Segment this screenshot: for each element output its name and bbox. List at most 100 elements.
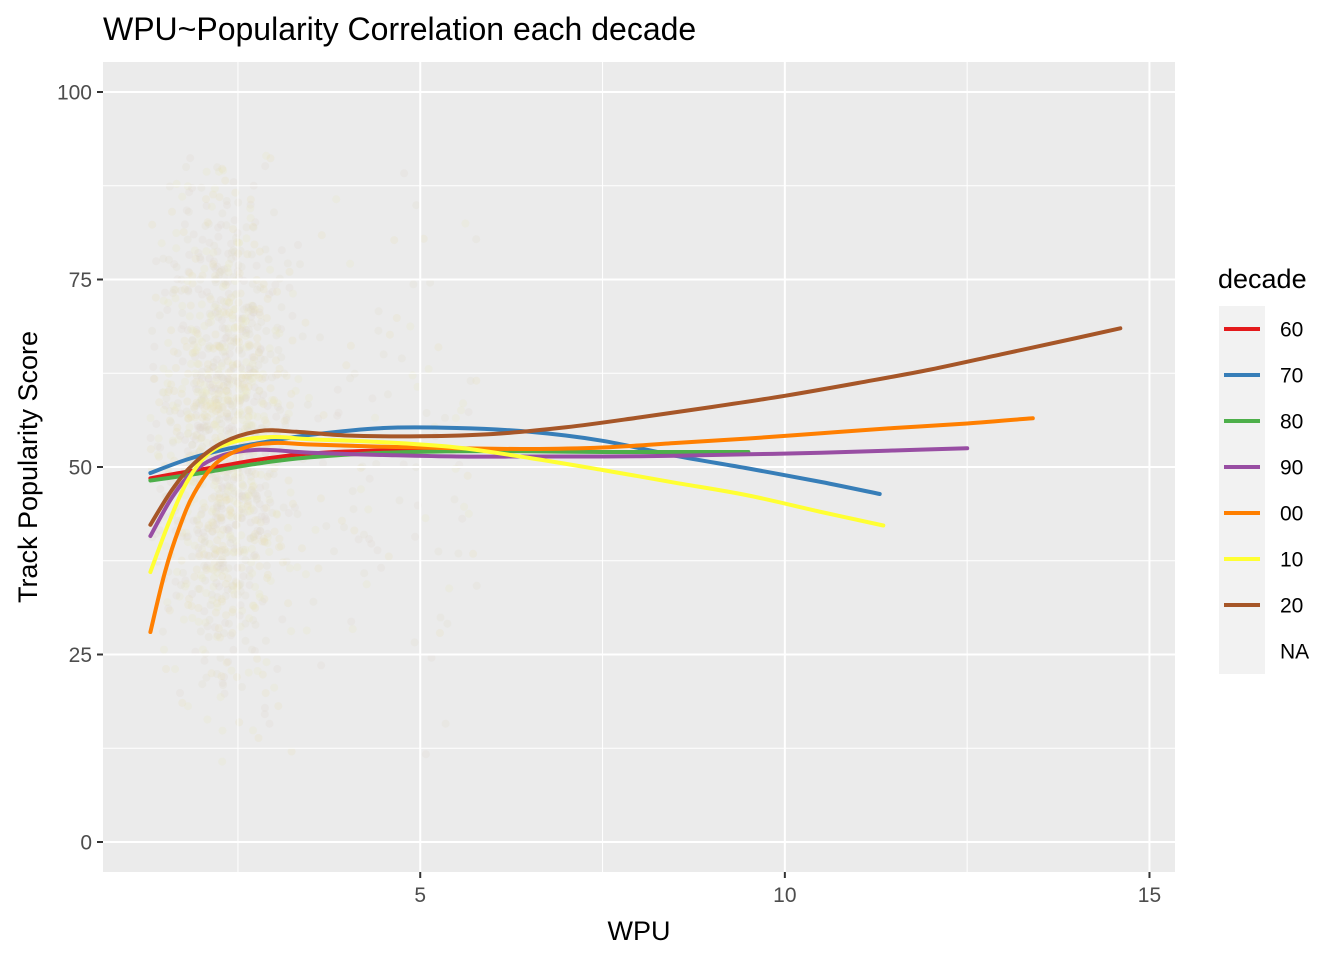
scatter-point (248, 279, 257, 288)
scatter-point (346, 341, 355, 350)
scatter-point (210, 492, 219, 501)
scatter-point (235, 269, 244, 278)
scatter-point (219, 681, 228, 690)
scatter-point (253, 323, 262, 332)
scatter-point (146, 434, 155, 442)
scatter-point (223, 357, 232, 366)
scatter-point (265, 547, 274, 556)
scatter-point (243, 502, 252, 511)
scatter-point (194, 249, 203, 257)
scatter-point (434, 343, 443, 352)
scatter-point (216, 633, 224, 642)
scatter-point (218, 558, 227, 567)
scatter-point (293, 563, 302, 572)
scatter-point (342, 361, 351, 370)
scatter-point (192, 325, 201, 334)
scatter-point (234, 489, 243, 498)
scatter-point (246, 363, 255, 372)
scatter-point (202, 201, 211, 210)
scatter-point (314, 414, 323, 423)
scatter-point (459, 399, 468, 408)
scatter-point (268, 287, 277, 296)
scatter-point (196, 255, 205, 264)
scatter-point (223, 474, 232, 483)
scatter-point (182, 342, 191, 351)
scatter-point (200, 410, 209, 419)
scatter-point (224, 526, 233, 535)
scatter-point (149, 374, 158, 383)
scatter-point (223, 395, 232, 404)
scatter-point (193, 421, 202, 430)
scatter-point (175, 592, 184, 601)
scatter-point (277, 325, 286, 334)
scatter-point (200, 411, 209, 420)
scatter-point (201, 576, 210, 585)
scatter-point (183, 447, 192, 456)
scatter-point (198, 374, 207, 383)
scatter-point (243, 497, 252, 506)
scatter-point (218, 726, 227, 735)
scatter-point (266, 498, 275, 507)
scatter-point (224, 430, 233, 439)
scatter-point (222, 490, 231, 499)
series-line-70 (148, 425, 882, 496)
scatter-point (164, 388, 173, 396)
scatter-point (206, 601, 215, 609)
scatter-point (211, 396, 219, 404)
scatter-point (226, 531, 235, 540)
scatter-point (182, 407, 191, 416)
scatter-point (171, 665, 180, 674)
scatter-point (213, 514, 222, 523)
scatter-point (215, 342, 224, 351)
scatter-point (227, 512, 236, 521)
scatter-point (183, 235, 192, 244)
scatter-point (210, 550, 219, 559)
scatter-point (256, 283, 265, 292)
scatter-point (248, 353, 257, 362)
scatter-point (185, 423, 194, 432)
scatter-point (213, 599, 221, 608)
scatter-point (240, 392, 249, 401)
scatter-point (215, 493, 224, 502)
scatter-point (200, 404, 209, 413)
scatter-point (154, 434, 163, 443)
scatter-point (184, 702, 192, 711)
scatter-point (204, 521, 213, 530)
scatter-point (235, 506, 244, 515)
scatter-point (234, 314, 243, 323)
scatter-point (192, 371, 201, 380)
scatter-point (255, 348, 263, 357)
scatter-point (187, 325, 196, 334)
scatter-point (282, 416, 291, 424)
scatter-point (227, 293, 235, 302)
scatter-point (265, 290, 274, 299)
scatter-point (252, 553, 261, 562)
scatter-point (212, 341, 221, 350)
scatter-point (176, 689, 184, 697)
scatter-point (223, 264, 232, 273)
scatter-point (255, 247, 264, 256)
scatter-point (196, 378, 205, 387)
scatter-point (189, 516, 198, 525)
scatter-point (189, 340, 198, 349)
scatter-point (224, 368, 233, 377)
scatter-point (194, 584, 203, 593)
scatter-point (190, 541, 199, 550)
scatter-point (249, 223, 258, 232)
scatter-point (201, 396, 210, 405)
scatter-point (182, 528, 191, 537)
x-tick-label: 15 (1138, 884, 1161, 907)
scatter-point (256, 526, 265, 535)
scatter-point (244, 500, 252, 509)
scatter-point (182, 579, 191, 588)
scatter-point (245, 365, 254, 374)
scatter-point (215, 310, 224, 319)
scatter-point (245, 342, 254, 351)
scatter-point (160, 405, 169, 414)
scatter-point (188, 552, 197, 561)
scatter-point (248, 421, 257, 430)
scatter-point (255, 590, 264, 598)
scatter-point (322, 522, 331, 531)
scatter-point (209, 358, 218, 367)
